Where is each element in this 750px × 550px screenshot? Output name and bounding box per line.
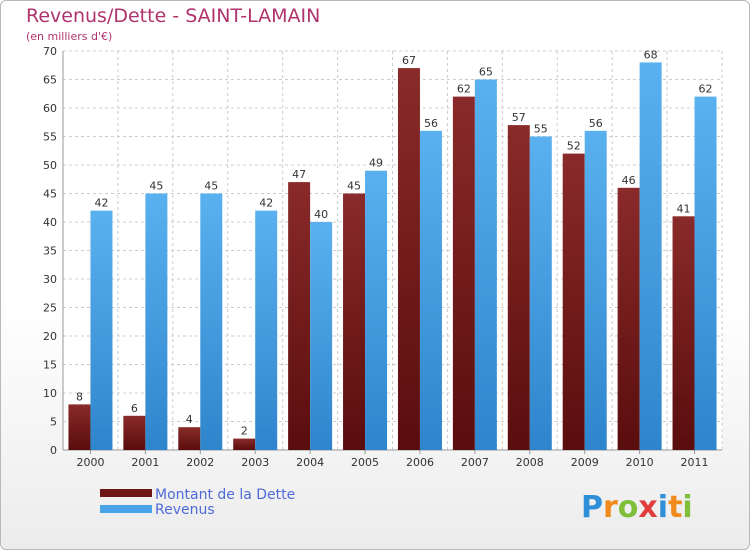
x-tick-label: 2008 bbox=[516, 456, 544, 469]
bar-debt bbox=[507, 125, 530, 450]
brand-logo: Proxiti bbox=[581, 490, 693, 525]
x-tick-label: 2006 bbox=[406, 456, 434, 469]
bar-debt bbox=[178, 427, 201, 450]
y-tick-label: 70 bbox=[43, 45, 57, 58]
bar-revenus bbox=[200, 193, 223, 450]
data-label: 45 bbox=[347, 180, 361, 193]
data-label: 65 bbox=[479, 66, 493, 79]
x-tick-label: 2010 bbox=[626, 456, 654, 469]
data-label: 42 bbox=[94, 197, 108, 210]
data-label: 56 bbox=[424, 117, 438, 130]
chart-title: Revenus/Dette - SAINT-LAMAIN bbox=[26, 5, 320, 27]
y-tick-label: 55 bbox=[43, 131, 57, 144]
bar-revenus bbox=[529, 136, 552, 450]
x-tick-label: 2004 bbox=[296, 456, 324, 469]
data-label: 45 bbox=[149, 180, 163, 193]
data-label: 52 bbox=[567, 140, 581, 153]
bar-revenus bbox=[419, 130, 442, 451]
bar-debt bbox=[617, 187, 640, 451]
data-label: 41 bbox=[677, 202, 691, 215]
x-tick-label: 2003 bbox=[241, 456, 269, 469]
data-label: 6 bbox=[131, 402, 138, 415]
brand-letter: r bbox=[603, 490, 618, 525]
bar-revenus bbox=[310, 222, 333, 450]
data-label: 8 bbox=[76, 390, 83, 403]
data-label: 57 bbox=[512, 111, 526, 124]
bar-debt bbox=[233, 438, 256, 450]
brand-letter: o bbox=[618, 490, 639, 525]
bar-debt bbox=[343, 193, 366, 450]
y-tick-label: 30 bbox=[43, 273, 57, 286]
bar-debt bbox=[672, 216, 695, 450]
data-labels: 8 42 6 45 4 45 2 42 47 40 45 49 67 56 62 65 57 55 52 56 46 68… bbox=[76, 48, 713, 437]
bar-debt bbox=[123, 415, 146, 450]
x-tick-label: 2007 bbox=[461, 456, 489, 469]
brand-letter: i bbox=[682, 490, 692, 525]
x-tick-label: 2005 bbox=[351, 456, 379, 469]
brand-letter: x bbox=[638, 490, 657, 525]
brand-letter: i bbox=[658, 490, 668, 525]
bar-revenus bbox=[474, 79, 497, 450]
brand-letter: P bbox=[581, 490, 603, 525]
data-label: 42 bbox=[259, 197, 273, 210]
data-label: 56 bbox=[589, 117, 603, 130]
data-label: 2 bbox=[241, 425, 248, 438]
y-tick-label: 15 bbox=[43, 359, 57, 372]
bar-debt bbox=[288, 182, 311, 450]
y-tick-label: 50 bbox=[43, 159, 57, 172]
bar-revenus bbox=[145, 193, 168, 450]
x-tick-label: 2002 bbox=[186, 456, 214, 469]
y-tick-label: 20 bbox=[43, 330, 57, 343]
y-tick-label: 40 bbox=[43, 216, 57, 229]
y-tick-label: 10 bbox=[43, 387, 57, 400]
y-tick-label: 0 bbox=[50, 444, 57, 457]
y-tick-label: 35 bbox=[43, 245, 57, 258]
bar-revenus bbox=[90, 210, 113, 450]
bar-revenus bbox=[694, 96, 717, 450]
legend-swatch-debt bbox=[100, 489, 152, 497]
data-label: 49 bbox=[369, 157, 383, 170]
legend: Montant de la Dette Revenus bbox=[100, 487, 295, 518]
x-tick-label: 2000 bbox=[76, 456, 104, 469]
bar-revenus bbox=[255, 210, 278, 450]
data-label: 68 bbox=[644, 48, 658, 61]
brand-letter: t bbox=[668, 490, 682, 525]
bar-debt bbox=[452, 96, 475, 450]
data-label: 46 bbox=[622, 174, 636, 187]
legend-label-debt: Montant de la Dette bbox=[155, 487, 295, 503]
data-label: 47 bbox=[292, 168, 306, 181]
data-label: 4 bbox=[186, 413, 193, 426]
chart-subtitle: (en milliers d'€) bbox=[26, 30, 112, 43]
data-label: 62 bbox=[699, 83, 713, 96]
y-tick-label: 65 bbox=[43, 74, 57, 87]
data-label: 45 bbox=[204, 180, 218, 193]
x-tick-label: 2009 bbox=[571, 456, 599, 469]
axes: 0 5 10 15 20 25 30 35 40 45 50 55 60 65 70 2000 2001 2002… bbox=[43, 45, 722, 469]
legend-swatch-revenus bbox=[100, 505, 152, 513]
bar-revenus bbox=[639, 62, 662, 451]
bars bbox=[68, 62, 717, 451]
bar-debt bbox=[68, 404, 91, 450]
y-tick-label: 45 bbox=[43, 188, 57, 201]
y-tick-label: 60 bbox=[43, 102, 57, 115]
data-label: 40 bbox=[314, 208, 328, 221]
data-label: 55 bbox=[534, 123, 548, 136]
bar-revenus bbox=[584, 130, 607, 451]
data-label: 67 bbox=[402, 54, 416, 67]
bar-debt bbox=[562, 153, 585, 450]
bar-debt bbox=[397, 68, 420, 450]
bar-revenus bbox=[365, 170, 388, 450]
x-tick-label: 2011 bbox=[681, 456, 709, 469]
y-tick-label: 25 bbox=[43, 302, 57, 315]
y-tick-label: 5 bbox=[50, 416, 57, 429]
legend-label-revenus: Revenus bbox=[155, 502, 215, 518]
x-tick-label: 2001 bbox=[131, 456, 159, 469]
data-label: 62 bbox=[457, 83, 471, 96]
